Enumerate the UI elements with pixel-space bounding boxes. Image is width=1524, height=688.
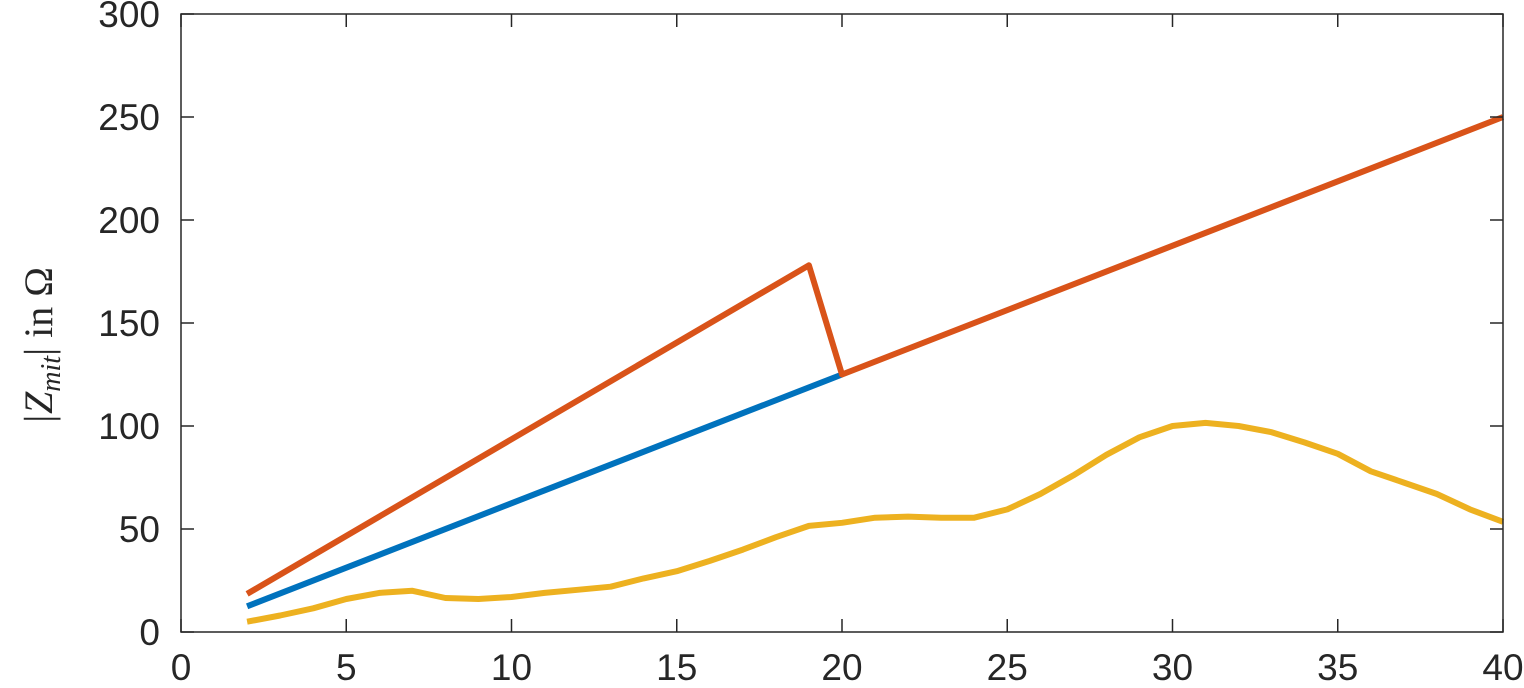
y-tick-label: 50 (119, 509, 160, 550)
x-tick-label: 35 (1317, 647, 1358, 688)
x-tick-label: 5 (336, 647, 357, 688)
plot-box (180, 13, 1504, 633)
series-line-1 (246, 371, 844, 610)
svg-text:|Zmit| in Ω: |Zmit| in Ω (16, 267, 67, 425)
x-tick-label: 30 (1152, 647, 1193, 688)
x-tick-label: 40 (1482, 647, 1523, 688)
y-tick-label: 100 (98, 406, 160, 447)
axes-layer: 0 5 10 15 20 25 30 35 40 0 50 100 150 200 250 300 (98, 0, 1523, 688)
series-line-3 (246, 419, 1505, 625)
x-tick-label: 10 (491, 647, 532, 688)
y-tick-label: 150 (98, 303, 160, 344)
y-tick-label: 300 (98, 0, 160, 35)
y-axis-label-prefix: |Z (16, 391, 61, 425)
series-line-2 (245, 114, 1505, 597)
y-tick-label: 200 (98, 200, 160, 241)
x-tick-label: 15 (656, 647, 697, 688)
series-layer (245, 114, 1505, 625)
y-tick-label: 0 (139, 612, 160, 653)
x-tick-label: 0 (171, 647, 192, 688)
y-axis-label-suffix: | in Ω (16, 267, 61, 356)
x-tick-label: 25 (987, 647, 1028, 688)
y-axis-label: |Zmit| in Ω (16, 267, 67, 425)
y-tick-label: 250 (98, 97, 160, 138)
x-tick-label: 20 (821, 647, 862, 688)
y-axis-label-subscript: mit (36, 355, 67, 392)
